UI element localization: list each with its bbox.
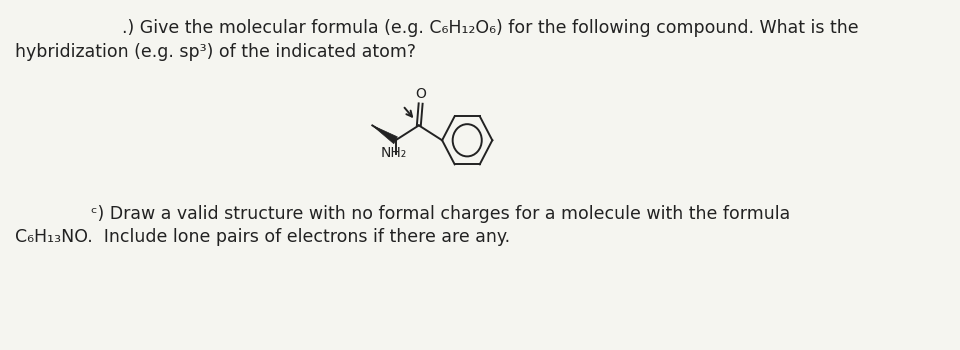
Text: O: O bbox=[416, 86, 426, 100]
Text: NH₂: NH₂ bbox=[381, 146, 407, 160]
Text: .) Give the molecular formula (e.g. C₆H₁₂O₆) for the following compound. What is: .) Give the molecular formula (e.g. C₆H₁… bbox=[122, 19, 859, 37]
Text: hybridization (e.g. sp³) of the indicated atom?: hybridization (e.g. sp³) of the indicate… bbox=[14, 43, 416, 61]
Text: ᶜ) Draw a valid structure with no formal charges for a molecule with the formula: ᶜ) Draw a valid structure with no formal… bbox=[91, 205, 790, 223]
Polygon shape bbox=[372, 125, 397, 144]
Text: C₆H₁₃NO.  Include lone pairs of electrons if there are any.: C₆H₁₃NO. Include lone pairs of electrons… bbox=[14, 228, 510, 246]
